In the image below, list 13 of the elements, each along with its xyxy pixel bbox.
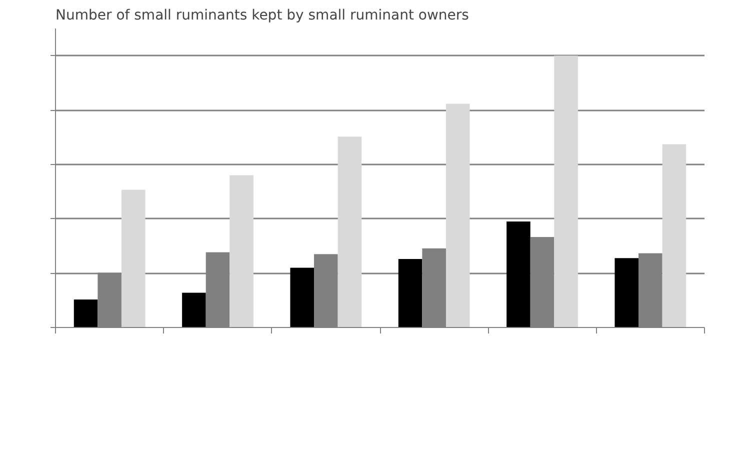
bar [506, 221, 530, 328]
bar [338, 136, 362, 328]
bar [182, 292, 206, 328]
bar [230, 175, 254, 328]
bar [74, 300, 98, 328]
bar [398, 259, 422, 328]
chart-title: Number of small ruminants kept by small ruminant owners [56, 8, 469, 24]
bar [446, 104, 470, 328]
bar [121, 190, 146, 328]
bar [290, 268, 314, 328]
bar [614, 258, 639, 328]
bar [662, 144, 686, 328]
bar [554, 56, 578, 328]
